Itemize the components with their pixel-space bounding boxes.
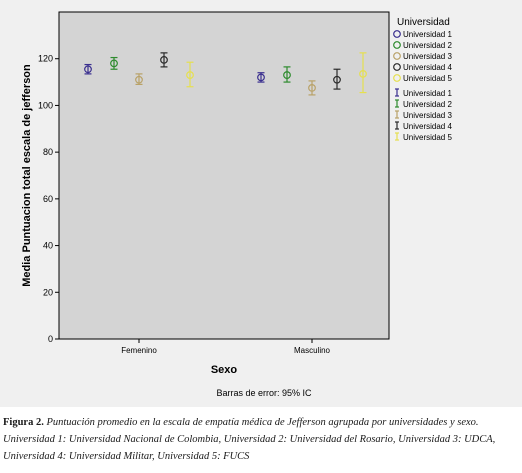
legend-marker-universidad-4 bbox=[393, 63, 401, 71]
mean-point-universidad-4 bbox=[160, 55, 168, 64]
legend-bar-label-universidad-5: Universidad 5 bbox=[403, 133, 452, 142]
legend-title: Universidad bbox=[397, 17, 450, 28]
error-bar-footnote: Barras de error: 95% IC bbox=[216, 388, 312, 398]
legend-label-universidad-4: Universidad 4 bbox=[403, 63, 452, 72]
legend-label-universidad-3: Universidad 3 bbox=[403, 52, 452, 61]
mean-point-universidad-2 bbox=[110, 59, 118, 68]
y-tick-label: 80 bbox=[43, 147, 53, 157]
mean-point-universidad-3 bbox=[135, 75, 143, 84]
figure-caption-text: Puntuación promedio en la escala de empa… bbox=[3, 417, 496, 462]
x-tick-label: Masculino bbox=[294, 346, 331, 355]
legend-marker-universidad-1 bbox=[393, 30, 401, 38]
legend-marker-universidad-5 bbox=[393, 74, 401, 82]
y-tick-label: 0 bbox=[48, 334, 53, 344]
plot-area bbox=[58, 11, 390, 340]
legend-bar-label-universidad-3: Universidad 3 bbox=[403, 111, 452, 120]
legend-bar-label-universidad-4: Universidad 4 bbox=[403, 122, 452, 131]
x-axis-title: Sexo bbox=[211, 364, 238, 376]
mean-point-universidad-1 bbox=[84, 65, 92, 74]
figure-label: Figura 2. bbox=[3, 417, 44, 428]
mean-point-universidad-4 bbox=[333, 75, 341, 84]
y-tick-label: 100 bbox=[38, 100, 53, 110]
legend-marker-universidad-3 bbox=[393, 52, 401, 60]
y-tick-label: 60 bbox=[43, 194, 53, 204]
mean-point-universidad-2 bbox=[283, 71, 291, 79]
mean-point-universidad-5 bbox=[186, 71, 194, 79]
y-tick-label: 20 bbox=[43, 287, 53, 297]
legend-bar-label-universidad-2: Universidad 2 bbox=[403, 100, 452, 109]
y-axis-title: Media Puntuacion total escala de jeffers… bbox=[21, 64, 33, 287]
legend-label-universidad-1: Universidad 1 bbox=[403, 30, 452, 39]
x-tick-label: Femenino bbox=[121, 346, 157, 355]
legend-label-universidad-5: Universidad 5 bbox=[403, 74, 452, 83]
error-bar-chart: 0 20 40 60 80 100 120 Femenino Masculino Sexo Medi… bbox=[21, 11, 452, 398]
legend-bar-label-universidad-1: Universidad 1 bbox=[403, 89, 452, 98]
figure-caption: Figura 2. Puntuación promedio en la esca… bbox=[3, 414, 519, 465]
y-tick-label: 120 bbox=[38, 54, 53, 64]
legend-marker-universidad-2 bbox=[393, 41, 401, 49]
legend-label-universidad-2: Universidad 2 bbox=[403, 41, 452, 50]
mean-point-universidad-3 bbox=[308, 84, 316, 92]
y-tick-label: 40 bbox=[43, 241, 53, 251]
mean-point-universidad-5 bbox=[359, 69, 367, 78]
mean-point-universidad-1 bbox=[257, 73, 265, 82]
